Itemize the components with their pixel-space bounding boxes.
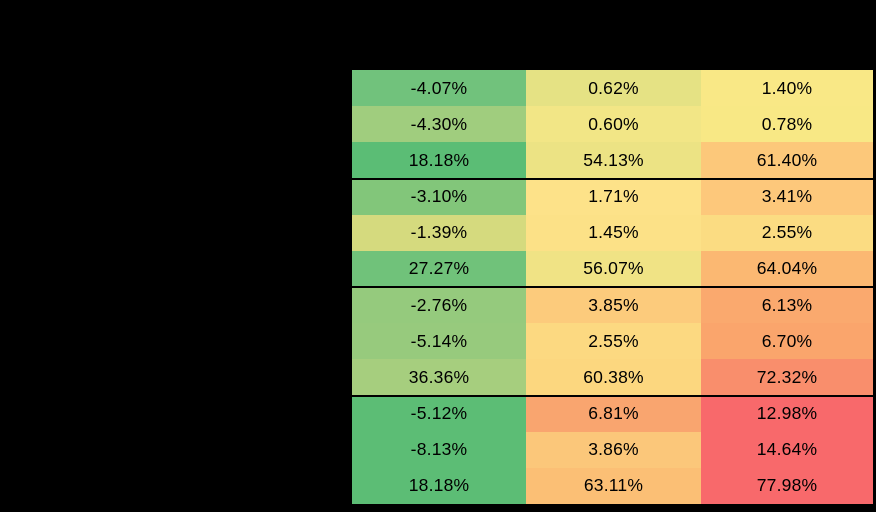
- heatmap-cell: 0.62%: [526, 70, 701, 107]
- heatmap-cell: 3.86%: [526, 431, 701, 468]
- heatmap-cell: -1.39%: [352, 214, 526, 251]
- heatmap-cell: 72.32%: [701, 359, 873, 396]
- heatmap-cell: 63.11%: [526, 467, 701, 504]
- heatmap-cell: 77.98%: [701, 467, 873, 504]
- heatmap-cell: -3.10%: [352, 178, 526, 215]
- heatmap-cell: 14.64%: [701, 431, 873, 468]
- heatmap-cell: 36.36%: [352, 359, 526, 396]
- heatmap-cell: 6.81%: [526, 395, 701, 432]
- heatmap-cell: 61.40%: [701, 142, 873, 179]
- heatmap-cell: 6.13%: [701, 287, 873, 324]
- heatmap-cell: -4.30%: [352, 106, 526, 143]
- heatmap-cell: -4.07%: [352, 70, 526, 107]
- heatmap-cell: 1.40%: [701, 70, 873, 107]
- heatmap-cell: 12.98%: [701, 395, 873, 432]
- heatmap-table: -4.07% 0.62% 1.40% -4.30% 0.60% 0.78% 18.18% 54…: [351, 69, 874, 505]
- heatmap-cell: 54.13%: [526, 142, 701, 179]
- heatmap-cell: 3.85%: [526, 287, 701, 324]
- heatmap-cell: 18.18%: [352, 142, 526, 179]
- heatmap-cell: 2.55%: [701, 214, 873, 251]
- heatmap-cell: -2.76%: [352, 287, 526, 324]
- heatmap-cell: 60.38%: [526, 359, 701, 396]
- heatmap-cell: 18.18%: [352, 467, 526, 504]
- heatmap-cell: -5.12%: [352, 395, 526, 432]
- heatmap-cell: 2.55%: [526, 323, 701, 360]
- heatmap-cell: 6.70%: [701, 323, 873, 360]
- heatmap-cell: 1.45%: [526, 214, 701, 251]
- heatmap-cell: -8.13%: [352, 431, 526, 468]
- heatmap-cell: 27.27%: [352, 250, 526, 287]
- heatmap-cell: 0.60%: [526, 106, 701, 143]
- heatmap-cell: -5.14%: [352, 323, 526, 360]
- heatmap-cell: 3.41%: [701, 178, 873, 215]
- heatmap-cell: 1.71%: [526, 178, 701, 215]
- heatmap-cell: 0.78%: [701, 106, 873, 143]
- heatmap-cell: 56.07%: [526, 250, 701, 287]
- heatmap-cell: 64.04%: [701, 250, 873, 287]
